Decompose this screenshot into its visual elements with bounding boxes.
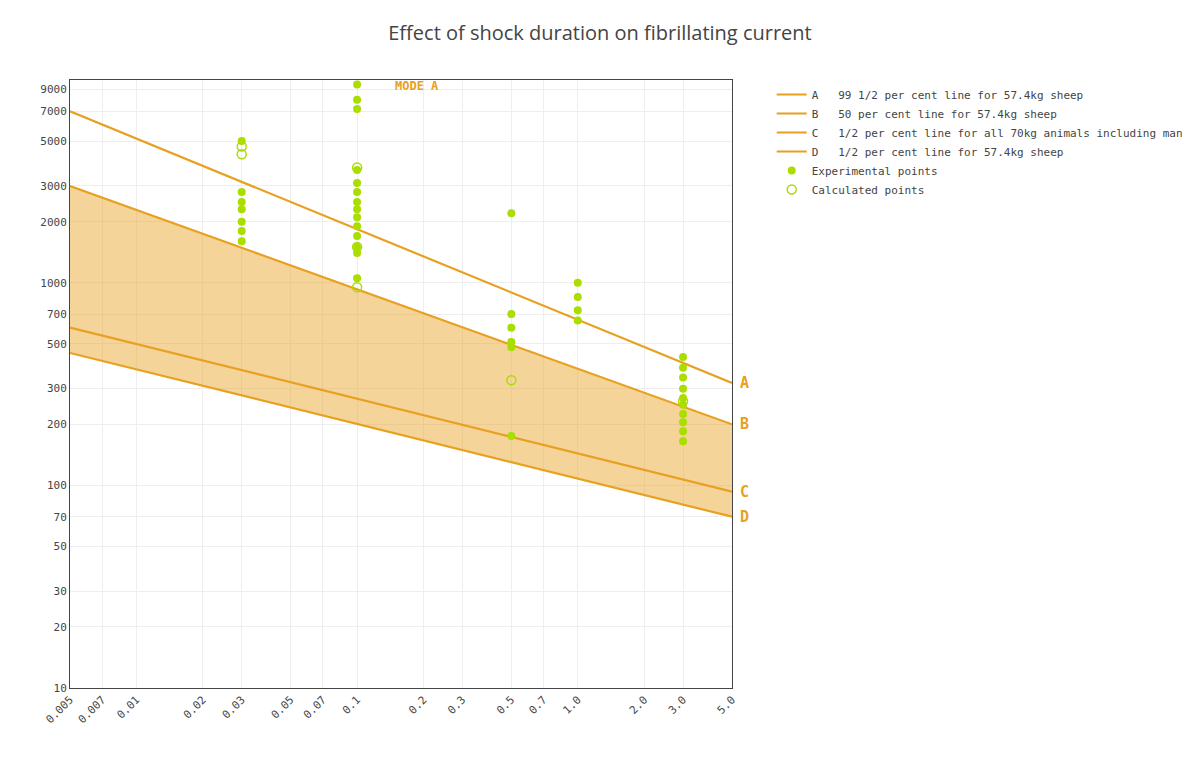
- svg-text:Calculated points: Calculated points: [812, 184, 925, 197]
- svg-text:10: 10: [54, 682, 67, 695]
- svg-text:1.0: 1.0: [561, 694, 584, 717]
- svg-text:5.0: 5.0: [715, 694, 738, 717]
- svg-text:C 1/2 per cent line for all: C 1/2 per cent line for all 70kg animals…: [812, 127, 1183, 140]
- svg-text:50: 50: [54, 540, 67, 553]
- svg-text:700: 700: [47, 308, 67, 321]
- svg-text:200: 200: [47, 418, 67, 431]
- svg-text:0.05: 0.05: [269, 694, 297, 722]
- svg-text:0.1: 0.1: [340, 694, 363, 717]
- svg-text:D: D: [740, 508, 749, 526]
- svg-text:9000: 9000: [40, 83, 67, 96]
- svg-text:B: B: [740, 415, 749, 433]
- svg-text:20: 20: [54, 621, 67, 634]
- svg-text:0.01: 0.01: [115, 694, 143, 722]
- svg-text:0.2: 0.2: [406, 694, 429, 717]
- svg-text:0.07: 0.07: [301, 694, 329, 722]
- svg-text:300: 300: [47, 382, 67, 395]
- svg-text:1000: 1000: [40, 277, 67, 290]
- svg-text:B 50 per cent line for 57.4k: B 50 per cent line for 57.4kg sheep: [812, 108, 1057, 121]
- svg-text:3.0: 3.0: [666, 694, 689, 717]
- svg-text:0.02: 0.02: [181, 694, 209, 722]
- svg-text:5000: 5000: [40, 135, 67, 148]
- svg-text:7000: 7000: [40, 105, 67, 118]
- svg-text:0.7: 0.7: [526, 694, 549, 717]
- svg-text:3000: 3000: [40, 180, 67, 193]
- svg-text:70: 70: [54, 511, 67, 524]
- svg-text:2000: 2000: [40, 216, 67, 229]
- svg-text:Experimental points: Experimental points: [812, 165, 938, 178]
- svg-text:0.007: 0.007: [76, 694, 109, 727]
- svg-text:0.5: 0.5: [494, 694, 517, 717]
- svg-text:100: 100: [47, 479, 67, 492]
- svg-text:500: 500: [47, 338, 67, 351]
- svg-text:0.005: 0.005: [43, 694, 76, 727]
- svg-text:2.0: 2.0: [627, 694, 650, 717]
- svg-text:A: A: [740, 374, 749, 392]
- svg-text:D 1/2 per cent line for 57.4: D 1/2 per cent line for 57.4kg sheep: [812, 146, 1064, 159]
- svg-text:0.03: 0.03: [220, 694, 248, 722]
- svg-text:MODE A: MODE A: [395, 79, 439, 93]
- svg-text:0.3: 0.3: [445, 694, 468, 717]
- svg-text:30: 30: [54, 585, 67, 598]
- svg-text:Effect of shock duration on fi: Effect of shock duration on fibrillating…: [388, 19, 812, 46]
- svg-text:A 99 1/2 per cent line for 5: A 99 1/2 per cent line for 57.4kg sheep: [812, 89, 1084, 102]
- svg-text:C: C: [740, 483, 749, 501]
